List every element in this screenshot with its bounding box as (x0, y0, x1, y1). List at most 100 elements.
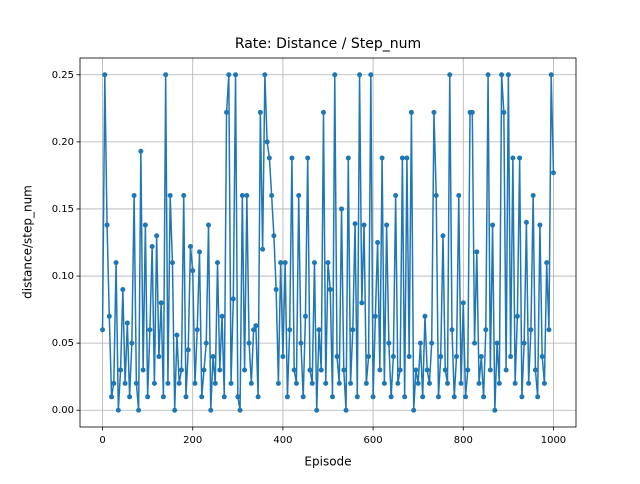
point (501, 109, 507, 115)
point (260, 246, 266, 252)
point (215, 260, 221, 266)
point (345, 155, 351, 161)
point (386, 340, 392, 346)
point (226, 72, 232, 78)
point (140, 367, 146, 373)
point (465, 367, 471, 373)
point (413, 367, 419, 373)
point (368, 72, 374, 78)
point (314, 407, 320, 413)
point (384, 222, 390, 228)
point (298, 340, 304, 346)
point (336, 380, 342, 386)
point (293, 380, 299, 386)
point (550, 170, 556, 176)
chart-title: Rate: Distance / Step_num (235, 36, 421, 52)
point (352, 221, 358, 227)
point (172, 407, 178, 413)
point (111, 380, 117, 386)
x-tick-label: 0 (99, 435, 105, 446)
point (325, 260, 331, 266)
point (127, 394, 133, 400)
point (514, 313, 520, 319)
point (433, 193, 439, 199)
point (109, 394, 115, 400)
point (194, 327, 200, 333)
point (330, 394, 336, 400)
point (320, 109, 326, 115)
point (361, 222, 367, 228)
point (442, 367, 448, 373)
point (404, 155, 410, 161)
point (224, 109, 230, 115)
point (377, 367, 383, 373)
point (208, 407, 214, 413)
point (199, 394, 205, 400)
point (239, 193, 245, 199)
point (348, 380, 354, 386)
plot-frame (79, 57, 577, 428)
point (530, 193, 536, 199)
point (519, 394, 525, 400)
point (417, 340, 423, 346)
point (438, 354, 444, 360)
point (102, 72, 108, 78)
point (350, 327, 356, 333)
point (478, 354, 484, 360)
x-tick-label: 1000 (541, 435, 566, 446)
point (363, 380, 369, 386)
point (402, 394, 408, 400)
point (357, 72, 363, 78)
point (375, 240, 381, 245)
point (327, 286, 333, 292)
point (185, 347, 191, 353)
point (147, 327, 153, 333)
point (201, 367, 207, 373)
point (390, 354, 396, 360)
point (296, 193, 302, 199)
y-tick-label: 0.10 (52, 271, 74, 282)
point (151, 380, 157, 386)
y-tick-label: 0.25 (52, 70, 74, 81)
point (106, 313, 112, 319)
point (510, 155, 516, 161)
point (156, 354, 162, 360)
point (411, 407, 417, 413)
point (339, 206, 345, 212)
point (426, 380, 432, 386)
point (217, 367, 223, 373)
point (255, 394, 261, 400)
point (165, 380, 171, 386)
x-tick-label: 200 (183, 435, 202, 446)
point (472, 340, 478, 346)
point (190, 268, 196, 274)
point (408, 109, 414, 115)
point (242, 367, 248, 373)
point (323, 380, 329, 386)
point (372, 313, 378, 319)
y-tick-label: 0.00 (52, 405, 74, 416)
point (415, 380, 421, 386)
point (145, 394, 151, 400)
point (154, 233, 160, 239)
point (447, 72, 453, 78)
point (160, 394, 166, 400)
point (395, 380, 401, 386)
point (284, 394, 290, 400)
point (424, 367, 430, 373)
point (481, 394, 487, 400)
point (257, 109, 263, 115)
point (503, 367, 509, 373)
point (142, 222, 148, 228)
point (100, 327, 106, 333)
point (149, 244, 155, 250)
point (492, 407, 498, 413)
point (483, 327, 489, 333)
point (275, 380, 281, 386)
point (118, 367, 124, 373)
point (406, 354, 412, 360)
point (541, 380, 547, 386)
point (512, 380, 518, 386)
point (129, 340, 135, 346)
y-tick-label: 0.20 (52, 137, 74, 148)
